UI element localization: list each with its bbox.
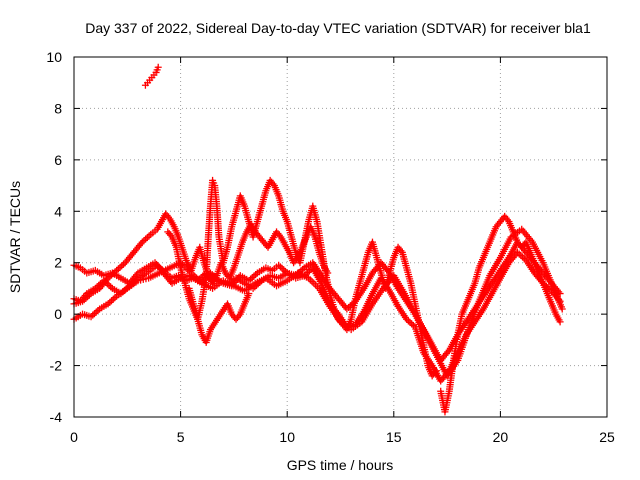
series-track-g bbox=[185, 284, 253, 346]
y-tick-label: 10 bbox=[46, 49, 62, 65]
series-track-e bbox=[164, 176, 440, 380]
x-tick-label: 25 bbox=[599, 429, 615, 445]
data-points bbox=[70, 63, 566, 416]
y-tick-label: -2 bbox=[50, 358, 63, 374]
x-tick-label: 10 bbox=[279, 429, 295, 445]
x-tick-label: 0 bbox=[70, 429, 78, 445]
data-point bbox=[308, 278, 316, 286]
series-track-d bbox=[70, 210, 332, 308]
axis-ticks bbox=[73, 56, 608, 418]
x-tick-labels: 0 5 10 15 20 25 bbox=[70, 429, 615, 445]
series-track-h bbox=[141, 63, 162, 89]
x-tick-label: 5 bbox=[177, 429, 185, 445]
y-tick-label: 4 bbox=[54, 203, 62, 219]
y-tick-label: 6 bbox=[54, 152, 62, 168]
data-point bbox=[432, 367, 440, 375]
plot-frame bbox=[73, 56, 608, 418]
series-track-f bbox=[437, 212, 564, 416]
y-tick-labels: -4 -2 0 2 4 6 8 10 bbox=[46, 49, 62, 425]
data-point bbox=[558, 305, 566, 313]
y-tick-label: -4 bbox=[50, 409, 63, 425]
data-point bbox=[310, 279, 318, 287]
data-point bbox=[312, 281, 320, 289]
data-point bbox=[556, 290, 564, 298]
y-tick-label: 0 bbox=[54, 306, 62, 322]
y-tick-label: 2 bbox=[54, 255, 62, 271]
y-tick-label: 8 bbox=[54, 100, 62, 116]
data-point bbox=[245, 290, 253, 298]
x-tick-label: 15 bbox=[386, 429, 402, 445]
data-point bbox=[154, 63, 162, 71]
x-axis-label: GPS time / hours bbox=[287, 457, 394, 473]
data-point bbox=[556, 318, 564, 326]
y-axis-label: SDTVAR / TECUs bbox=[7, 181, 23, 293]
x-tick-label: 20 bbox=[493, 429, 509, 445]
chart-title: Day 337 of 2022, Sidereal Day-to-day VTE… bbox=[85, 20, 591, 36]
gridlines bbox=[74, 57, 607, 417]
